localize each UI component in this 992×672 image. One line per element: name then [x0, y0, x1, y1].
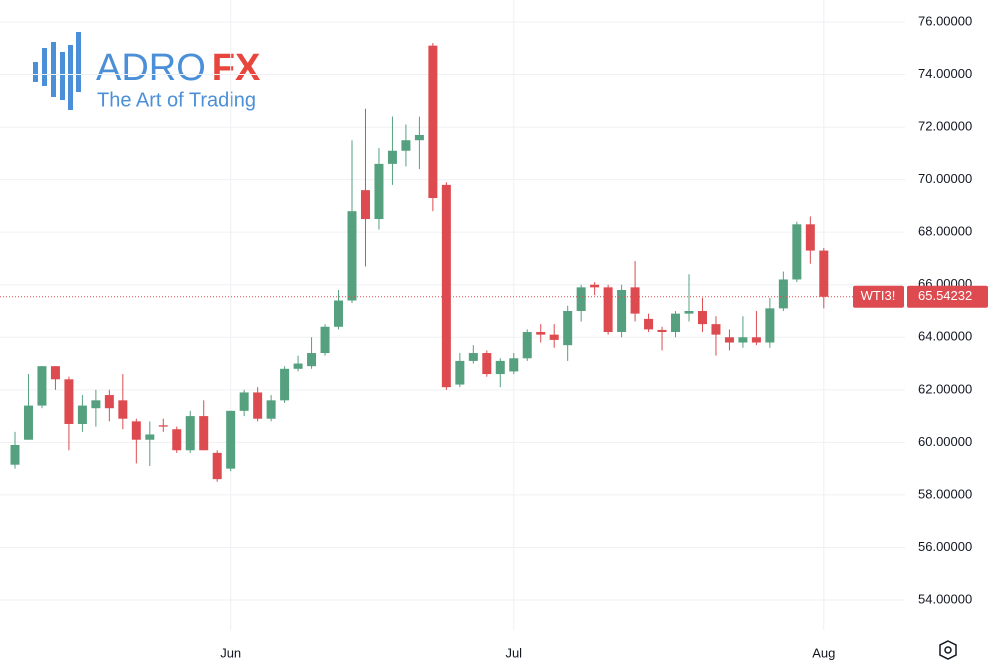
symbol-label: WTI3! [861, 288, 896, 303]
candle-body [37, 366, 47, 406]
candle-body [293, 363, 303, 369]
logo-bar [60, 52, 65, 100]
brand-name-accent: FX [212, 47, 261, 89]
plot-area: 54.00000 56.00000 58.00000 60.00000 62.00000… [0, 0, 988, 660]
candle-body [671, 313, 681, 333]
logo-bar [76, 32, 81, 92]
candle-body [104, 395, 114, 409]
logo: ADRO FX The Art of Trading [33, 32, 261, 111]
candle-body [91, 400, 101, 409]
candle-body [711, 324, 721, 335]
candle-body [266, 400, 276, 419]
candle-body [765, 308, 775, 343]
candle-body [360, 190, 370, 220]
candle-body [64, 379, 74, 424]
candle-body [23, 405, 33, 440]
candle-body [401, 140, 411, 151]
y-tick-label: 56.00000 [918, 539, 972, 554]
candle-body [239, 392, 249, 411]
logo-bar [51, 42, 56, 97]
logo-bar [42, 48, 47, 86]
candle-body [536, 332, 546, 335]
x-tick-label: Jul [505, 645, 522, 660]
last-price-label-bg [907, 285, 988, 308]
candle-body [644, 318, 654, 330]
candle-body [724, 337, 734, 343]
candle-body [549, 334, 559, 340]
candle-body [145, 434, 155, 440]
candle-body [778, 279, 788, 309]
candle-body [131, 421, 141, 440]
y-tick-label: 62.00000 [918, 381, 972, 396]
candle-body [468, 353, 478, 361]
y-tick-label: 60.00000 [918, 434, 972, 449]
y-tick-label: 54.00000 [918, 591, 972, 606]
candle-body [10, 444, 20, 465]
logo-bar [68, 45, 73, 110]
candle-body [576, 287, 586, 311]
y-tick-label: 64.00000 [918, 329, 972, 344]
candle-body [212, 452, 222, 480]
candle-body [185, 416, 195, 451]
candle-body [199, 416, 209, 451]
candle-body [307, 353, 317, 367]
candle-body [334, 300, 344, 327]
candle-body [455, 360, 465, 385]
candle-body [441, 184, 451, 388]
settings-icon[interactable] [939, 640, 957, 660]
candle-body [158, 425, 168, 427]
candle-body [630, 287, 640, 314]
candle-body [522, 332, 532, 359]
candle-body [657, 329, 667, 333]
y-tick-label: 68.00000 [918, 224, 972, 239]
y-tick-label: 58.00000 [918, 486, 972, 501]
candle-body [738, 337, 748, 343]
candle-body [603, 287, 613, 333]
candle-body [819, 250, 829, 297]
x-tick-label: Jun [220, 645, 241, 660]
brand-name: ADRO FX [96, 47, 261, 89]
y-tick-label: 72.00000 [918, 119, 972, 134]
y-tick-label: 74.00000 [918, 66, 972, 81]
candle-body [320, 326, 330, 354]
candle-body [697, 311, 707, 325]
candle-body [374, 163, 384, 220]
candle-body [590, 284, 600, 288]
candle-body [792, 224, 802, 280]
brand-name-main: ADRO [96, 47, 206, 89]
candle-body [118, 400, 128, 419]
candle-body [509, 358, 519, 372]
symbol-label-bg [853, 285, 904, 308]
candle-body [805, 224, 815, 251]
candle-body [684, 311, 694, 314]
x-tick-label: Aug [812, 645, 835, 660]
brand-tagline: The Art of Trading [97, 89, 256, 111]
candle-body [172, 429, 182, 451]
candle-body [563, 311, 573, 346]
candle-body [77, 405, 87, 424]
candle-body [253, 392, 263, 419]
candle-body [482, 353, 492, 375]
candle-body [617, 289, 627, 333]
last-price-label: 65.54232 [918, 288, 972, 303]
candle-body [428, 45, 438, 199]
y-tick-label: 70.00000 [918, 171, 972, 186]
candle-body [226, 410, 236, 469]
candle-body [50, 366, 60, 380]
candle-body [495, 360, 505, 375]
candle-body [347, 211, 357, 301]
candle-body [751, 337, 761, 343]
candle-body [280, 368, 290, 401]
logo-bar [33, 62, 38, 82]
y-tick-label: 76.00000 [918, 13, 972, 28]
candle-body [414, 134, 424, 141]
candle-body [387, 150, 397, 164]
